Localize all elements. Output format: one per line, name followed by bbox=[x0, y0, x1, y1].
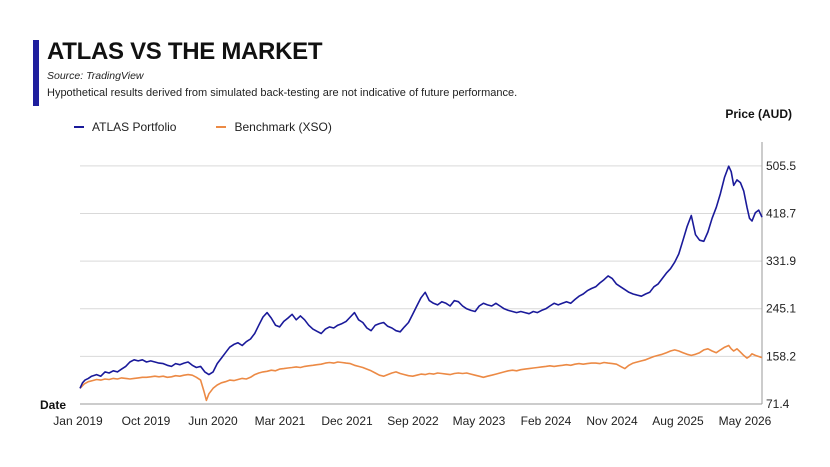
chart-title: ATLAS VS THE MARKET bbox=[47, 38, 323, 65]
x-tick-label: Nov 2024 bbox=[586, 414, 638, 428]
x-tick-label: Dec 2021 bbox=[321, 414, 373, 428]
legend-swatch-benchmark bbox=[216, 126, 227, 128]
x-tick-label: Mar 2021 bbox=[255, 414, 306, 428]
y-tick-label: 158.2 bbox=[766, 349, 796, 363]
title-accent-bar bbox=[33, 40, 39, 106]
legend-label-atlas: ATLAS Portfolio bbox=[92, 120, 177, 134]
y-tick-label: 71.4 bbox=[766, 397, 790, 411]
x-tick-label: May 2023 bbox=[453, 414, 506, 428]
x-tick-label: Aug 2025 bbox=[652, 414, 704, 428]
chart-disclaimer: Hypothetical results derived from simula… bbox=[47, 87, 518, 99]
x-tick-label: Feb 2024 bbox=[521, 414, 572, 428]
y-tick-label: 245.1 bbox=[766, 302, 796, 316]
legend-item-benchmark[interactable]: Benchmark (XSO) bbox=[216, 120, 332, 134]
x-tick-label: Oct 2019 bbox=[122, 414, 171, 428]
chart-legend: ATLAS Portfolio Benchmark (XSO) bbox=[74, 120, 332, 134]
legend-label-benchmark: Benchmark (XSO) bbox=[234, 120, 332, 134]
y-axis-label: Price (AUD) bbox=[725, 107, 792, 121]
atlas-portfolio-line bbox=[79, 165, 763, 389]
x-tick-label: Sep 2022 bbox=[387, 414, 439, 428]
chart-source: Source: TradingView bbox=[47, 70, 144, 82]
x-tick-label: Jan 2019 bbox=[53, 414, 103, 428]
y-tick-label: 505.5 bbox=[766, 159, 796, 173]
y-tick-label: 331.9 bbox=[766, 254, 796, 268]
x-tick-label: Jun 2020 bbox=[188, 414, 238, 428]
legend-item-atlas[interactable]: ATLAS Portfolio bbox=[74, 120, 176, 134]
y-tick-label: 418.7 bbox=[766, 207, 796, 221]
x-axis-label: Date bbox=[40, 398, 67, 412]
benchmark-line bbox=[79, 344, 763, 402]
x-tick-label: May 2026 bbox=[719, 414, 772, 428]
legend-swatch-atlas bbox=[74, 126, 84, 128]
